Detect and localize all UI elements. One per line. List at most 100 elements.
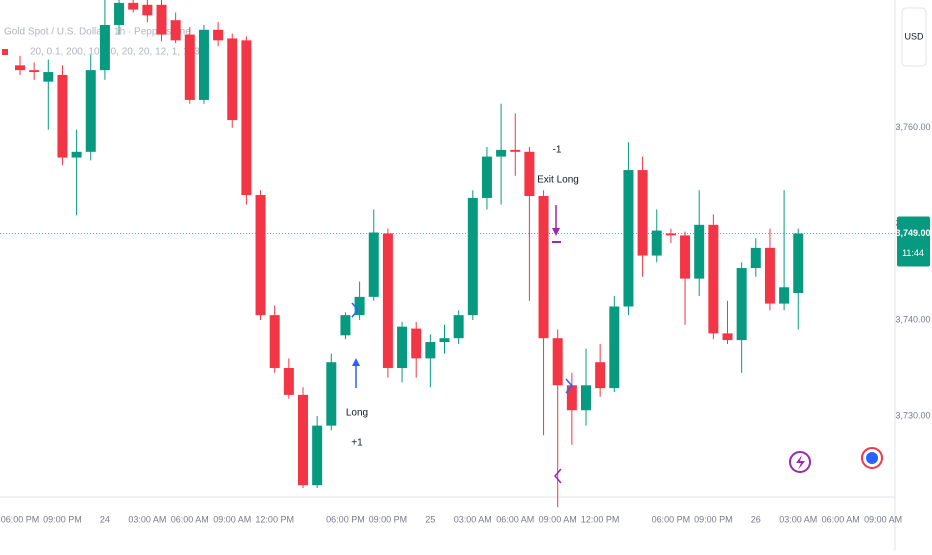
candle-body — [708, 224, 719, 334]
x-tick-label: 09:00 AM — [539, 514, 577, 524]
candle-body — [85, 70, 96, 152]
candle-body — [128, 2, 139, 10]
candle-body — [467, 197, 478, 316]
x-tick-label: 12:00 PM — [581, 514, 620, 524]
candle-body — [425, 342, 436, 359]
candle-body — [156, 4, 167, 35]
signal-label: Long — [346, 408, 368, 419]
candle-body — [57, 74, 68, 158]
candle-body — [680, 235, 691, 279]
legend-title: Gold Spot / U.S. Dollar · 1h · Peppersto… — [4, 27, 191, 38]
x-tick-label: 03:00 AM — [128, 514, 166, 524]
y-tick-label: 3,760.00 — [895, 122, 930, 132]
exit-marker-bottom — [554, 468, 562, 484]
candle-body — [552, 338, 563, 386]
candle-body — [764, 247, 775, 304]
candle-body — [538, 196, 549, 339]
candle-body — [623, 170, 634, 307]
candle-body — [736, 268, 747, 341]
exit-arrow-head — [552, 228, 560, 236]
x-tick-label: 06:00 AM — [496, 514, 534, 524]
y-tick-label: 3,730.00 — [895, 410, 930, 420]
entry-marker — [351, 302, 359, 318]
candle-body — [595, 362, 606, 389]
candle-body — [354, 296, 365, 316]
long-arrow-head — [352, 358, 360, 366]
candle-body — [142, 4, 153, 16]
candle-body — [382, 233, 393, 368]
currency: USD — [904, 31, 924, 41]
x-tick-label: 06:00 PM — [1, 514, 40, 524]
candle-body — [397, 326, 408, 368]
candle-body — [496, 149, 507, 157]
candle-body — [609, 306, 620, 389]
candle-body — [312, 425, 323, 486]
candle-body — [43, 72, 54, 82]
candle-body — [694, 224, 705, 279]
candle-body — [255, 195, 266, 316]
event-icon-bolt — [796, 455, 805, 470]
x-tick-label: 09:00 AM — [864, 514, 902, 524]
candle-body — [510, 149, 521, 152]
candle-body — [170, 20, 181, 41]
last-price-label: 3,749.00 — [895, 228, 930, 238]
candle-body — [665, 233, 676, 236]
candle-body — [114, 2, 125, 25]
x-tick-label: 06:00 AM — [171, 514, 209, 524]
candle-body — [71, 151, 82, 158]
candle-body — [184, 34, 195, 100]
x-tick-label: 09:00 PM — [43, 514, 82, 524]
candle-body — [368, 232, 379, 297]
x-tick-label: 03:00 AM — [454, 514, 492, 524]
candle-body — [453, 315, 464, 339]
candle-body — [326, 362, 337, 426]
exit-marker — [565, 378, 573, 394]
news-icon-flag — [866, 452, 878, 464]
candle-body — [99, 24, 110, 71]
x-tick-label: 12:00 PM — [255, 514, 294, 524]
candle-body — [15, 65, 25, 71]
x-tick-label: 26 — [751, 514, 761, 524]
x-tick-label: 25 — [425, 514, 435, 524]
signal-qty: +1 — [351, 438, 363, 449]
signal-qty: -1 — [553, 145, 562, 156]
candle-body — [340, 315, 351, 336]
x-tick-label: 03:00 AM — [779, 514, 817, 524]
candle-body — [439, 338, 450, 343]
candle-body — [269, 315, 280, 368]
candle-body — [524, 151, 535, 196]
candle-body — [283, 367, 294, 395]
candle-body — [213, 29, 224, 41]
legend-params: 20, 0.1, 200, 10, 10, 20, 20, 12, 1, 1, … — [30, 47, 200, 58]
candle-body — [750, 247, 761, 269]
candle-body — [779, 287, 790, 304]
candle-body — [566, 385, 577, 411]
candle-body — [411, 328, 422, 359]
candle-body — [722, 333, 733, 341]
x-tick-label: 09:00 PM — [369, 514, 408, 524]
candle-body — [29, 70, 40, 73]
x-tick-label: 06:00 PM — [326, 514, 365, 524]
last-price-box — [897, 216, 930, 267]
y-tick-label: 3,740.00 — [895, 314, 930, 324]
candle-body — [651, 230, 662, 256]
candle-body — [198, 29, 209, 100]
candle-body — [793, 233, 804, 294]
x-tick-label: 06:00 PM — [652, 514, 691, 524]
x-tick-label: 24 — [100, 514, 110, 524]
candle-body — [227, 38, 238, 121]
x-tick-label: 06:00 AM — [822, 514, 860, 524]
candle-body — [298, 394, 308, 486]
currency-box[interactable] — [901, 7, 927, 67]
countdown: 11:44 — [902, 248, 924, 258]
legend-marker — [2, 49, 8, 55]
x-tick-label: 09:00 PM — [694, 514, 733, 524]
x-tick-label: 09:00 AM — [213, 514, 251, 524]
signal-label: Exit Long — [537, 175, 579, 186]
candle-body — [581, 385, 591, 411]
candle-body — [481, 156, 492, 198]
candle-body — [241, 40, 252, 196]
candle-body — [637, 170, 648, 256]
